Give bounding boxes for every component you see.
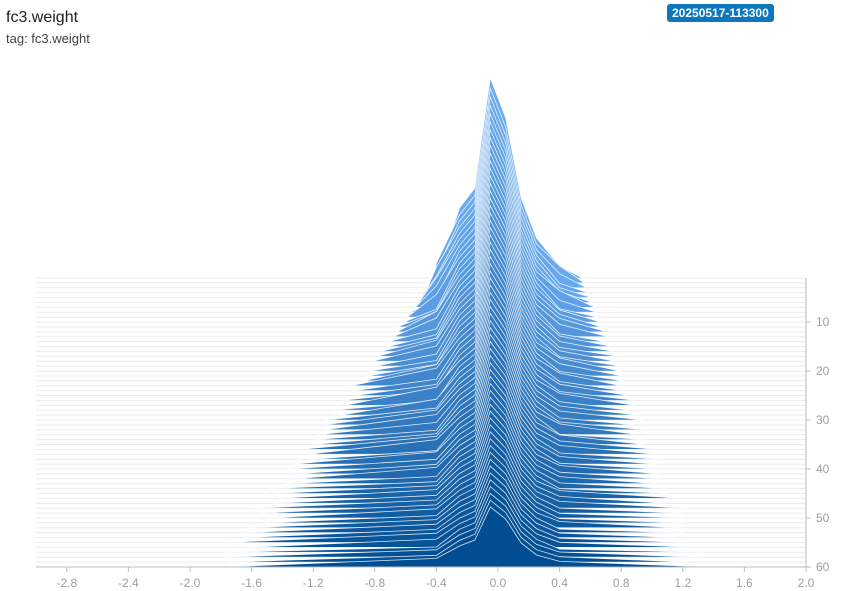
x-tick-label: -2.0 <box>180 576 201 590</box>
histogram-slice <box>269 437 686 519</box>
axes: -2.8 -2.4 -2.0 -1.6 -1.2 -0.8 -0.4 0.0 0.4 0.8 1.2… <box>36 278 830 590</box>
run-badge[interactable]: 20250517-113300 <box>667 4 774 22</box>
chart-title: fc3.weight <box>6 9 79 26</box>
x-tick-label: 0.8 <box>613 576 630 590</box>
x-tick-label: -2.8 <box>56 576 77 590</box>
step-tick-label: 10 <box>816 315 830 329</box>
x-tick-label: -1.6 <box>241 576 262 590</box>
x-tick-label: 1.2 <box>674 576 691 590</box>
x-tick-label: -2.4 <box>118 576 139 590</box>
histogram-slice <box>223 506 711 568</box>
step-tick-label: 60 <box>816 560 830 574</box>
histogram-slices <box>223 76 711 568</box>
step-tick-label: 20 <box>816 364 830 378</box>
chart-subtitle: tag: fc3.weight <box>6 31 90 46</box>
x-tick-label: -0.8 <box>364 576 385 590</box>
x-tick-label: -0.4 <box>426 576 447 590</box>
step-tick-label: 50 <box>816 511 830 525</box>
x-tick-label: 0.0 <box>490 576 507 590</box>
step-tick-label: 30 <box>816 413 830 427</box>
x-tick-label: 2.0 <box>798 576 815 590</box>
step-tick-label: 40 <box>816 462 830 476</box>
x-tick-label: -1.2 <box>303 576 324 590</box>
x-tick-label: 0.4 <box>551 576 568 590</box>
x-tick-label: 1.6 <box>736 576 753 590</box>
